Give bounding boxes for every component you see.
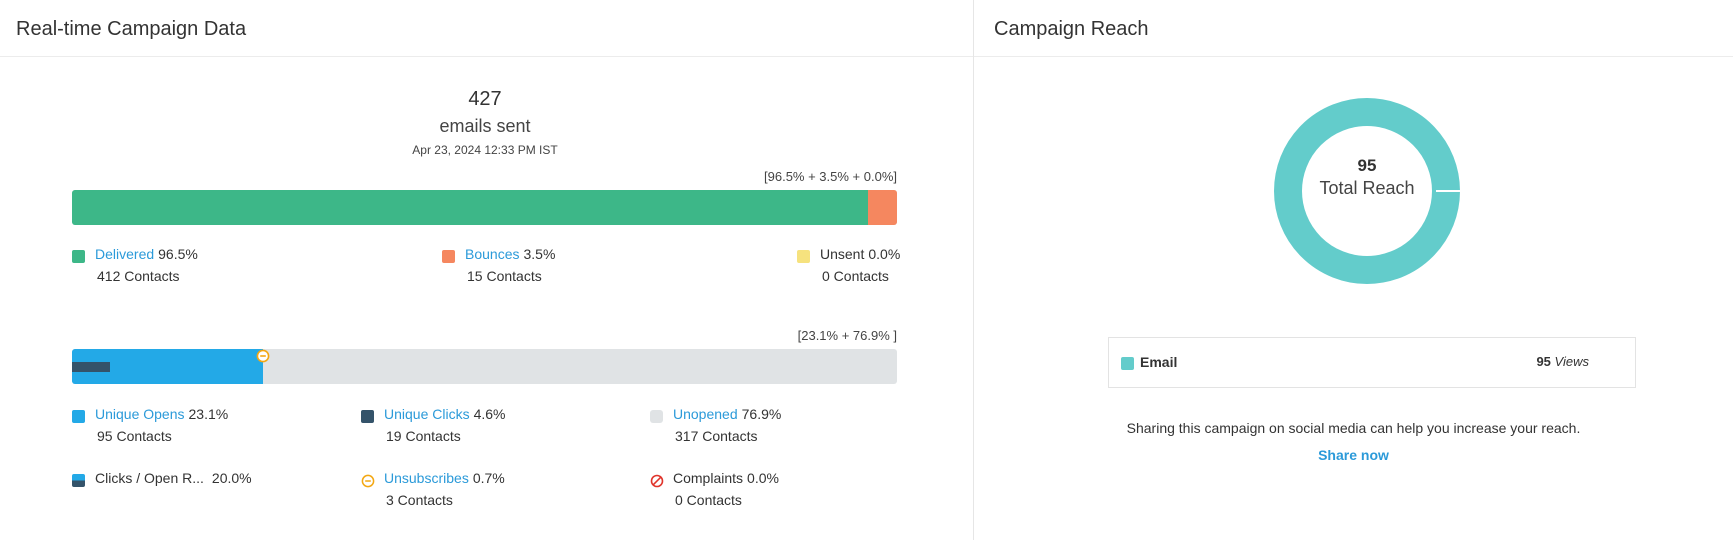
unique-clicks-pct: 4.6% bbox=[473, 406, 506, 422]
views-unit: Views bbox=[1554, 354, 1589, 369]
realtime-campaign-panel: Real-time Campaign Data 427 emails sent … bbox=[0, 0, 974, 540]
sent-timestamp: Apr 23, 2024 12:33 PM IST bbox=[412, 143, 558, 157]
unsent-contacts: 0 Contacts bbox=[822, 268, 889, 284]
total-reach-label: Total Reach bbox=[1319, 178, 1415, 198]
share-now-link[interactable]: Share now bbox=[1318, 447, 1389, 463]
click-open-rate-label: Clicks / Open R... bbox=[95, 470, 204, 486]
complaints-pct: 0.0% bbox=[747, 470, 779, 486]
panel-title: Real-time Campaign Data bbox=[0, 0, 973, 57]
donut-svg bbox=[1274, 98, 1460, 284]
unsubscribes-contacts: 3 Contacts bbox=[386, 492, 453, 508]
unique-opens-link[interactable]: Unique Opens bbox=[95, 406, 185, 422]
bounces-contacts: 15 Contacts bbox=[467, 268, 542, 284]
bounces-swatch bbox=[442, 250, 455, 263]
share-message: Sharing this campaign on social media ca… bbox=[1126, 420, 1581, 436]
unopened-swatch bbox=[650, 410, 663, 423]
channel-views: 95 Views bbox=[1536, 354, 1589, 369]
unique-clicks-contacts: 19 Contacts bbox=[386, 428, 461, 444]
engagement-bar[interactable] bbox=[72, 349, 897, 384]
minus-circle-icon[interactable] bbox=[256, 349, 270, 363]
delivered-segment[interactable] bbox=[72, 190, 869, 225]
panel-title: Campaign Reach bbox=[974, 0, 1733, 57]
emails-sent-label: emails sent bbox=[439, 116, 531, 136]
unsubscribes-link[interactable]: Unsubscribes bbox=[384, 470, 469, 486]
delivered-pct: 96.5% bbox=[158, 246, 198, 262]
unique-opens-pct: 23.1% bbox=[188, 406, 229, 422]
campaign-reach-panel: Campaign Reach 95 Total Reach Email 95 V… bbox=[974, 0, 1733, 540]
total-reach-value: 95 bbox=[1357, 156, 1377, 175]
delivered-contacts: 412 Contacts bbox=[97, 268, 180, 284]
click-open-rate-icon bbox=[72, 474, 85, 487]
unique-opens-swatch bbox=[72, 410, 85, 423]
delivered-link[interactable]: Delivered bbox=[95, 246, 155, 262]
engagement-bar-caption: [23.1% + 76.9% ] bbox=[797, 328, 897, 343]
unsent-swatch bbox=[797, 250, 810, 263]
delivered-swatch bbox=[72, 250, 85, 263]
prohibited-icon bbox=[650, 474, 664, 488]
unopened-contacts: 317 Contacts bbox=[675, 428, 758, 444]
unique-opens-contacts: 95 Contacts bbox=[97, 428, 172, 444]
bounces-segment[interactable] bbox=[868, 190, 897, 225]
click-open-rate-pct: 20.0% bbox=[211, 470, 252, 486]
delivery-bar-caption: [96.5% + 3.5% + 0.0%] bbox=[764, 169, 897, 184]
unsent-pct: 0.0% bbox=[868, 246, 901, 262]
unopened-link[interactable]: Unopened bbox=[673, 406, 738, 422]
delivery-bar[interactable] bbox=[72, 190, 897, 225]
unique-clicks-segment[interactable] bbox=[72, 362, 110, 372]
complaints-label: Complaints bbox=[673, 470, 744, 486]
bounces-link[interactable]: Bounces bbox=[465, 246, 520, 262]
unsubscribes-pct: 0.7% bbox=[472, 470, 505, 486]
donut-center: 95 Total Reach bbox=[1274, 156, 1460, 199]
channel-name: Email bbox=[1140, 354, 1178, 370]
minus-circle-icon bbox=[361, 474, 375, 488]
bounces-pct: 3.5% bbox=[523, 246, 556, 262]
complaints-contacts: 0 Contacts bbox=[675, 492, 742, 508]
emails-sent-count: 427 bbox=[468, 88, 502, 110]
reach-donut-chart: 95 Total Reach bbox=[1274, 98, 1460, 284]
unique-clicks-link[interactable]: Unique Clicks bbox=[384, 406, 470, 422]
unique-clicks-swatch bbox=[361, 410, 374, 423]
unsent-label: Unsent bbox=[820, 246, 865, 262]
views-count: 95 bbox=[1536, 354, 1551, 369]
email-swatch bbox=[1121, 357, 1134, 370]
reach-table-row: Email 95 Views bbox=[1108, 337, 1636, 388]
unopened-pct: 76.9% bbox=[741, 406, 782, 422]
